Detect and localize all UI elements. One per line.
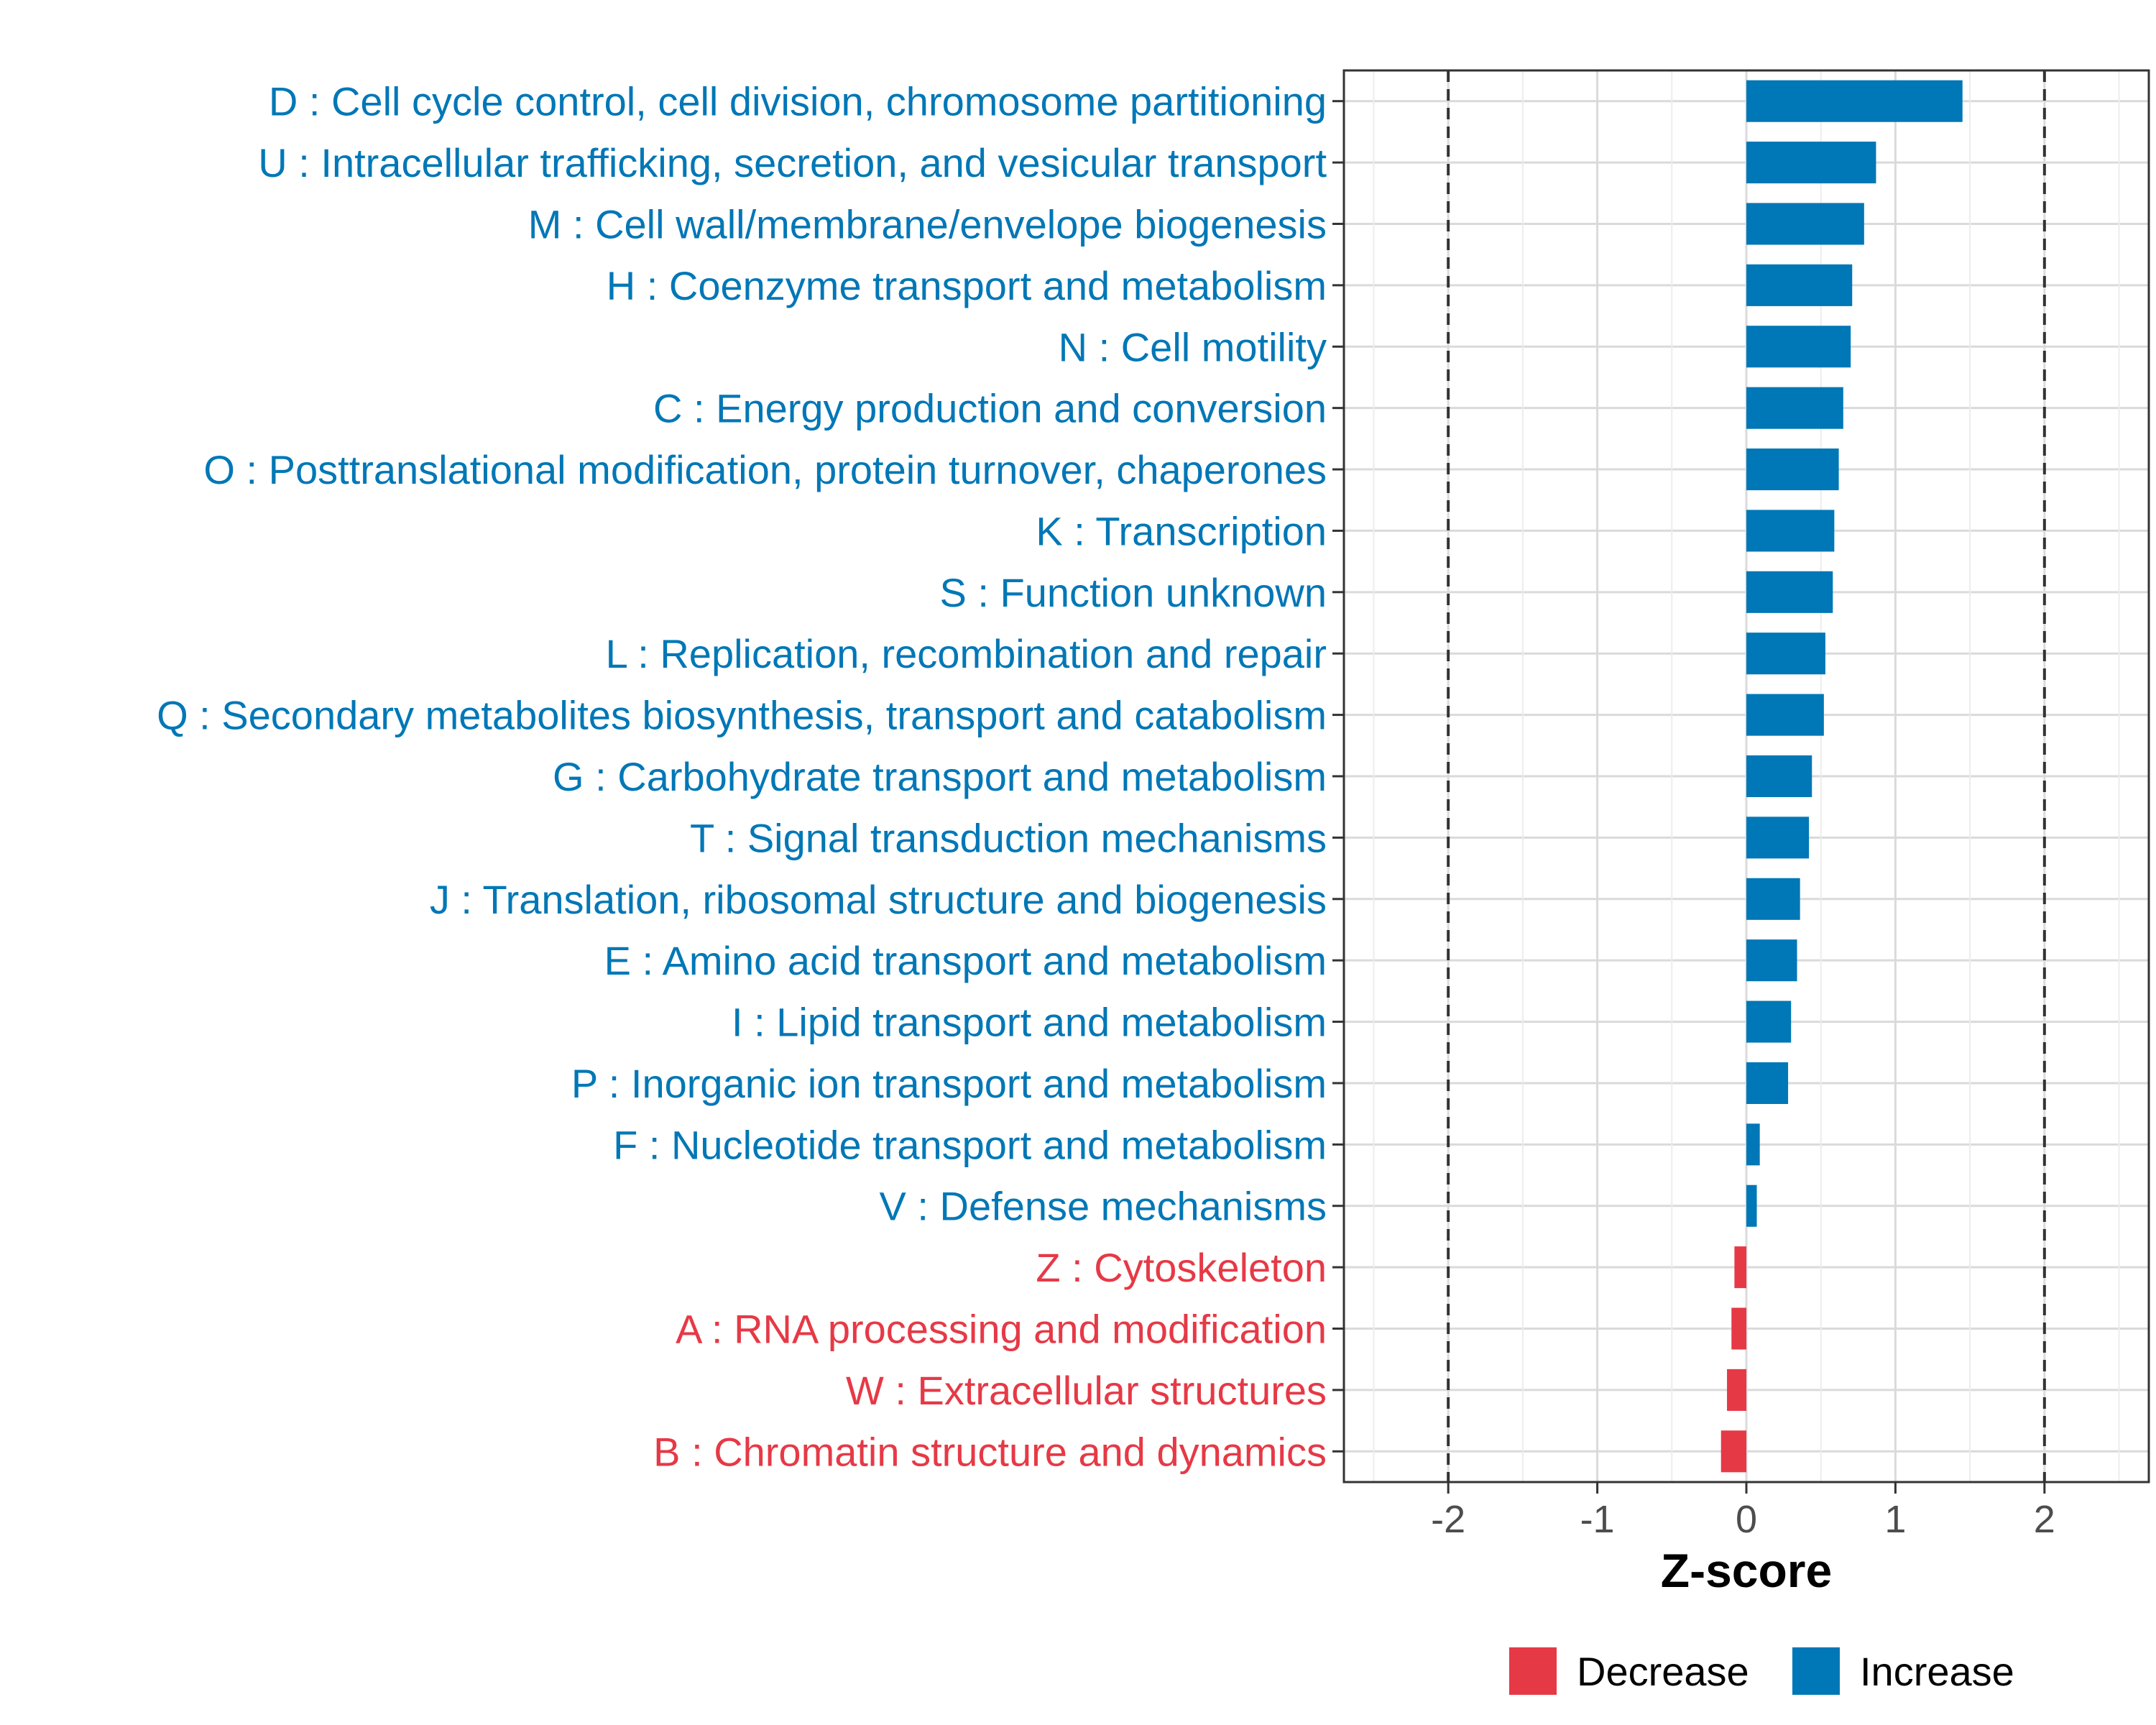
category-label: F : Nucleotide transport and metabolism	[613, 1122, 1327, 1167]
bar-w	[1727, 1368, 1746, 1411]
x-tick-label: -1	[1580, 1498, 1615, 1541]
bar-e	[1746, 939, 1797, 982]
category-label: M : Cell wall/membrane/envelope biogenes…	[528, 201, 1327, 247]
bar-k	[1746, 510, 1835, 552]
category-label: E : Amino acid transport and metabolism	[604, 938, 1327, 983]
legend-swatch-decrease	[1509, 1647, 1557, 1695]
category-label: W : Extracellular structures	[846, 1368, 1327, 1413]
category-label: A : RNA processing and modification	[676, 1307, 1327, 1352]
category-label: B : Chromatin structure and dynamics	[653, 1429, 1327, 1474]
bar-p	[1746, 1062, 1789, 1104]
bar-b	[1720, 1430, 1746, 1473]
bar-d	[1746, 80, 1963, 122]
category-label: Q : Secondary metabolites biosynthesis, …	[157, 693, 1327, 738]
category-label: C : Energy production and conversion	[653, 386, 1327, 431]
category-label: O : Posttranslational modification, prot…	[203, 447, 1327, 492]
category-label: G : Carbohydrate transport and metabolis…	[553, 754, 1327, 799]
category-label: Z : Cytoskeleton	[1036, 1245, 1327, 1290]
bar-s	[1746, 571, 1833, 613]
bar-g	[1746, 755, 1812, 798]
x-tick-label: 0	[1736, 1498, 1757, 1541]
bar-f	[1746, 1123, 1760, 1166]
x-tick-label: 1	[1884, 1498, 1906, 1541]
x-axis: -2 -1 0 1 2	[1431, 1482, 2055, 1541]
bar-o	[1746, 448, 1839, 491]
bar-n	[1746, 326, 1851, 368]
reference-lines	[1447, 70, 2046, 1482]
bar-a	[1731, 1307, 1746, 1350]
category-label: V : Defense mechanisms	[880, 1184, 1327, 1229]
bar-t	[1746, 816, 1810, 859]
bar-m	[1746, 203, 1864, 245]
x-axis-title: Z-score	[1661, 1544, 1832, 1597]
bar-h	[1746, 264, 1853, 306]
category-label: H : Coenzyme transport and metabolism	[607, 263, 1327, 308]
category-label: K : Transcription	[1036, 508, 1327, 553]
legend-label-decrease: Decrease	[1577, 1649, 1749, 1694]
category-label: S : Function unknown	[939, 570, 1327, 615]
category-labels: D : Cell cycle control, cell division, c…	[157, 79, 1344, 1474]
bar-c	[1746, 387, 1843, 429]
category-label: N : Cell motility	[1059, 324, 1327, 369]
category-label: T : Signal transduction mechanisms	[690, 815, 1327, 860]
bar-j	[1746, 878, 1800, 920]
category-label: I : Lipid transport and metabolism	[732, 1000, 1327, 1045]
category-label: J : Translation, ribosomal structure and…	[430, 877, 1327, 922]
category-label: P : Inorganic ion transport and metaboli…	[571, 1061, 1327, 1106]
bars	[1720, 80, 1963, 1473]
bar-u	[1746, 142, 1876, 184]
x-tick-label: 2	[2034, 1498, 2055, 1541]
panel-border	[1342, 69, 2150, 1484]
legend: Decrease Increase	[1509, 1647, 2014, 1695]
bar-v	[1746, 1184, 1757, 1227]
category-label: D : Cell cycle control, cell division, c…	[269, 79, 1327, 124]
legend-label-increase: Increase	[1860, 1649, 2014, 1694]
bar-l	[1746, 632, 1825, 675]
bar-i	[1746, 1000, 1792, 1043]
category-label: U : Intracellular trafficking, secretion…	[258, 140, 1327, 185]
category-label: L : Replication, recombination and repai…	[606, 631, 1327, 676]
x-tick-label: -2	[1431, 1498, 1465, 1541]
bar-q	[1746, 694, 1824, 736]
bar-z	[1734, 1246, 1746, 1289]
legend-swatch-increase	[1792, 1647, 1840, 1695]
